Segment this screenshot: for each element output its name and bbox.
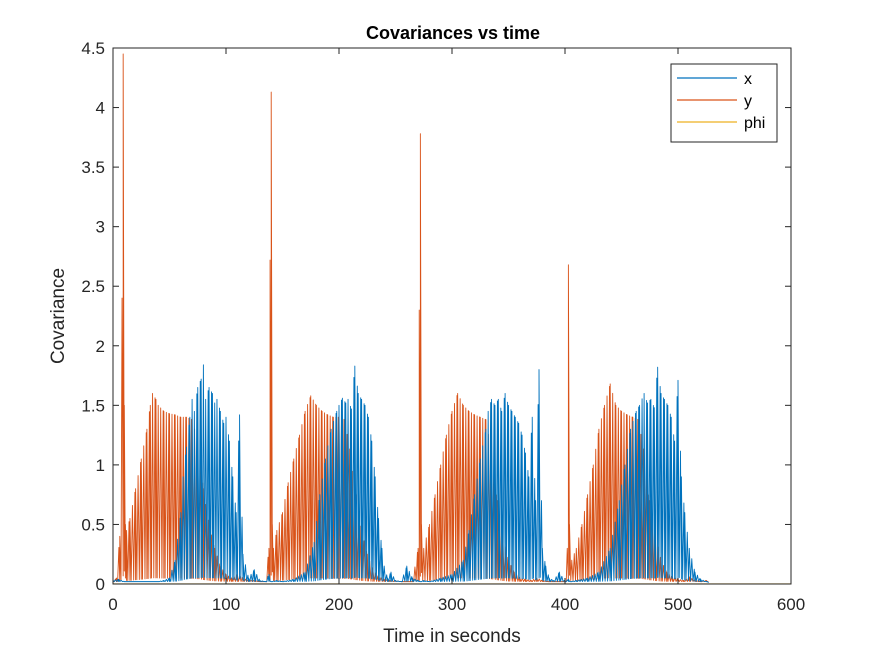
y-tick-label: 1.5 <box>81 396 105 415</box>
y-tick-label: 4 <box>96 99 105 118</box>
x-tick-label: 0 <box>108 595 117 614</box>
x-tick-label: 100 <box>212 595 240 614</box>
y-tick-label: 4.5 <box>81 39 105 58</box>
x-tick-label: 500 <box>664 595 692 614</box>
y-tick-label: 0 <box>96 575 105 594</box>
legend-items: xy phi <box>677 71 765 132</box>
legend[interactable]: xy phi <box>670 63 778 143</box>
y-tick-label: 2.5 <box>81 277 105 296</box>
x-tick-label: 200 <box>325 595 353 614</box>
legend-label-x: x <box>744 71 752 88</box>
chart-title: Covariances vs time <box>366 23 540 43</box>
y-axis-label: Covariance <box>48 268 69 364</box>
x-axis-ticks: 0 100 200 300 400 500 600 <box>108 48 805 614</box>
y-tick-label: 3.5 <box>81 158 105 177</box>
legend-box <box>670 63 778 143</box>
y-tick-label: 1 <box>96 456 105 475</box>
y-tick-label: 2 <box>96 337 105 356</box>
y-axis-ticks: 0 0.5 1 1.5 2 2.5 3 3.5 4 4.5 <box>81 39 791 594</box>
x-tick-label: 300 <box>438 595 466 614</box>
axes-box <box>112 47 792 585</box>
x-tick-label: 600 <box>777 595 805 614</box>
legend-label-phi: phi <box>744 115 765 132</box>
x-axis-label: Time in seconds <box>383 626 521 647</box>
y-tick-label: 0.5 <box>81 515 105 534</box>
legend-label-y: y <box>744 93 752 110</box>
x-tick-label: 400 <box>551 595 579 614</box>
series-line-x <box>112 364 709 584</box>
y-tick-label: 3 <box>96 218 105 237</box>
